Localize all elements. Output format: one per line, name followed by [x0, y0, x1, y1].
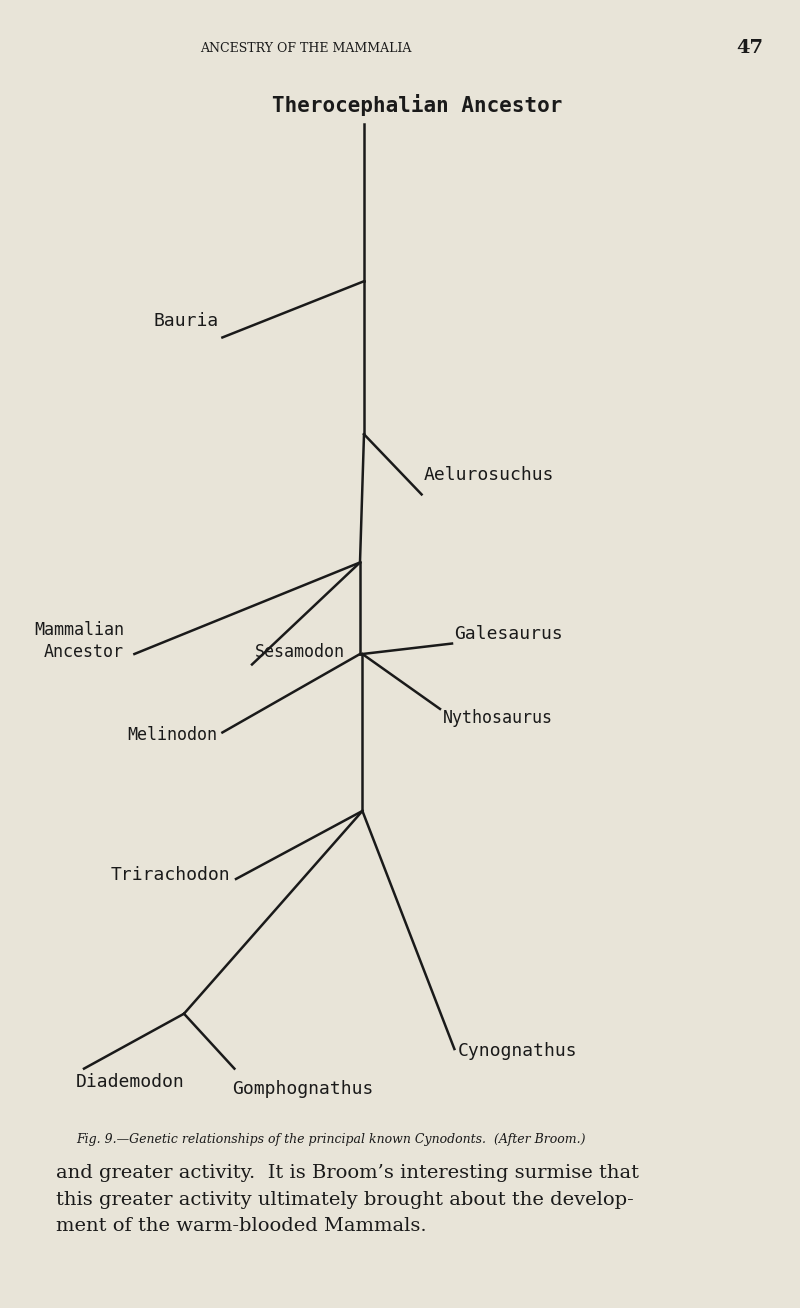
Text: 47: 47 [736, 39, 763, 58]
Text: Diademodon: Diademodon [76, 1073, 185, 1091]
Text: Fig. 9.—Genetic relationships of the principal known Cynodonts.  (After Broom.): Fig. 9.—Genetic relationships of the pri… [76, 1133, 586, 1146]
Text: Cynognathus: Cynognathus [458, 1042, 578, 1061]
Text: and greater activity.  It is Broom’s interesting surmise that
this greater activ: and greater activity. It is Broom’s inte… [56, 1164, 639, 1235]
Text: Bauria: Bauria [153, 311, 218, 330]
Text: Melinodon: Melinodon [128, 726, 218, 744]
Text: Therocephalian Ancestor: Therocephalian Ancestor [272, 94, 562, 115]
Text: ANCESTRY OF THE MAMMALIA: ANCESTRY OF THE MAMMALIA [200, 42, 411, 55]
Text: Trirachodon: Trirachodon [110, 866, 230, 884]
Text: Galesaurus: Galesaurus [454, 625, 563, 644]
Text: Nythosaurus: Nythosaurus [443, 709, 554, 727]
Text: Mammalian
Ancestor: Mammalian Ancestor [34, 621, 124, 661]
Text: Gomphognathus: Gomphognathus [232, 1080, 374, 1099]
Text: Sesamodon: Sesamodon [254, 642, 344, 661]
Text: Aelurosuchus: Aelurosuchus [424, 466, 554, 484]
